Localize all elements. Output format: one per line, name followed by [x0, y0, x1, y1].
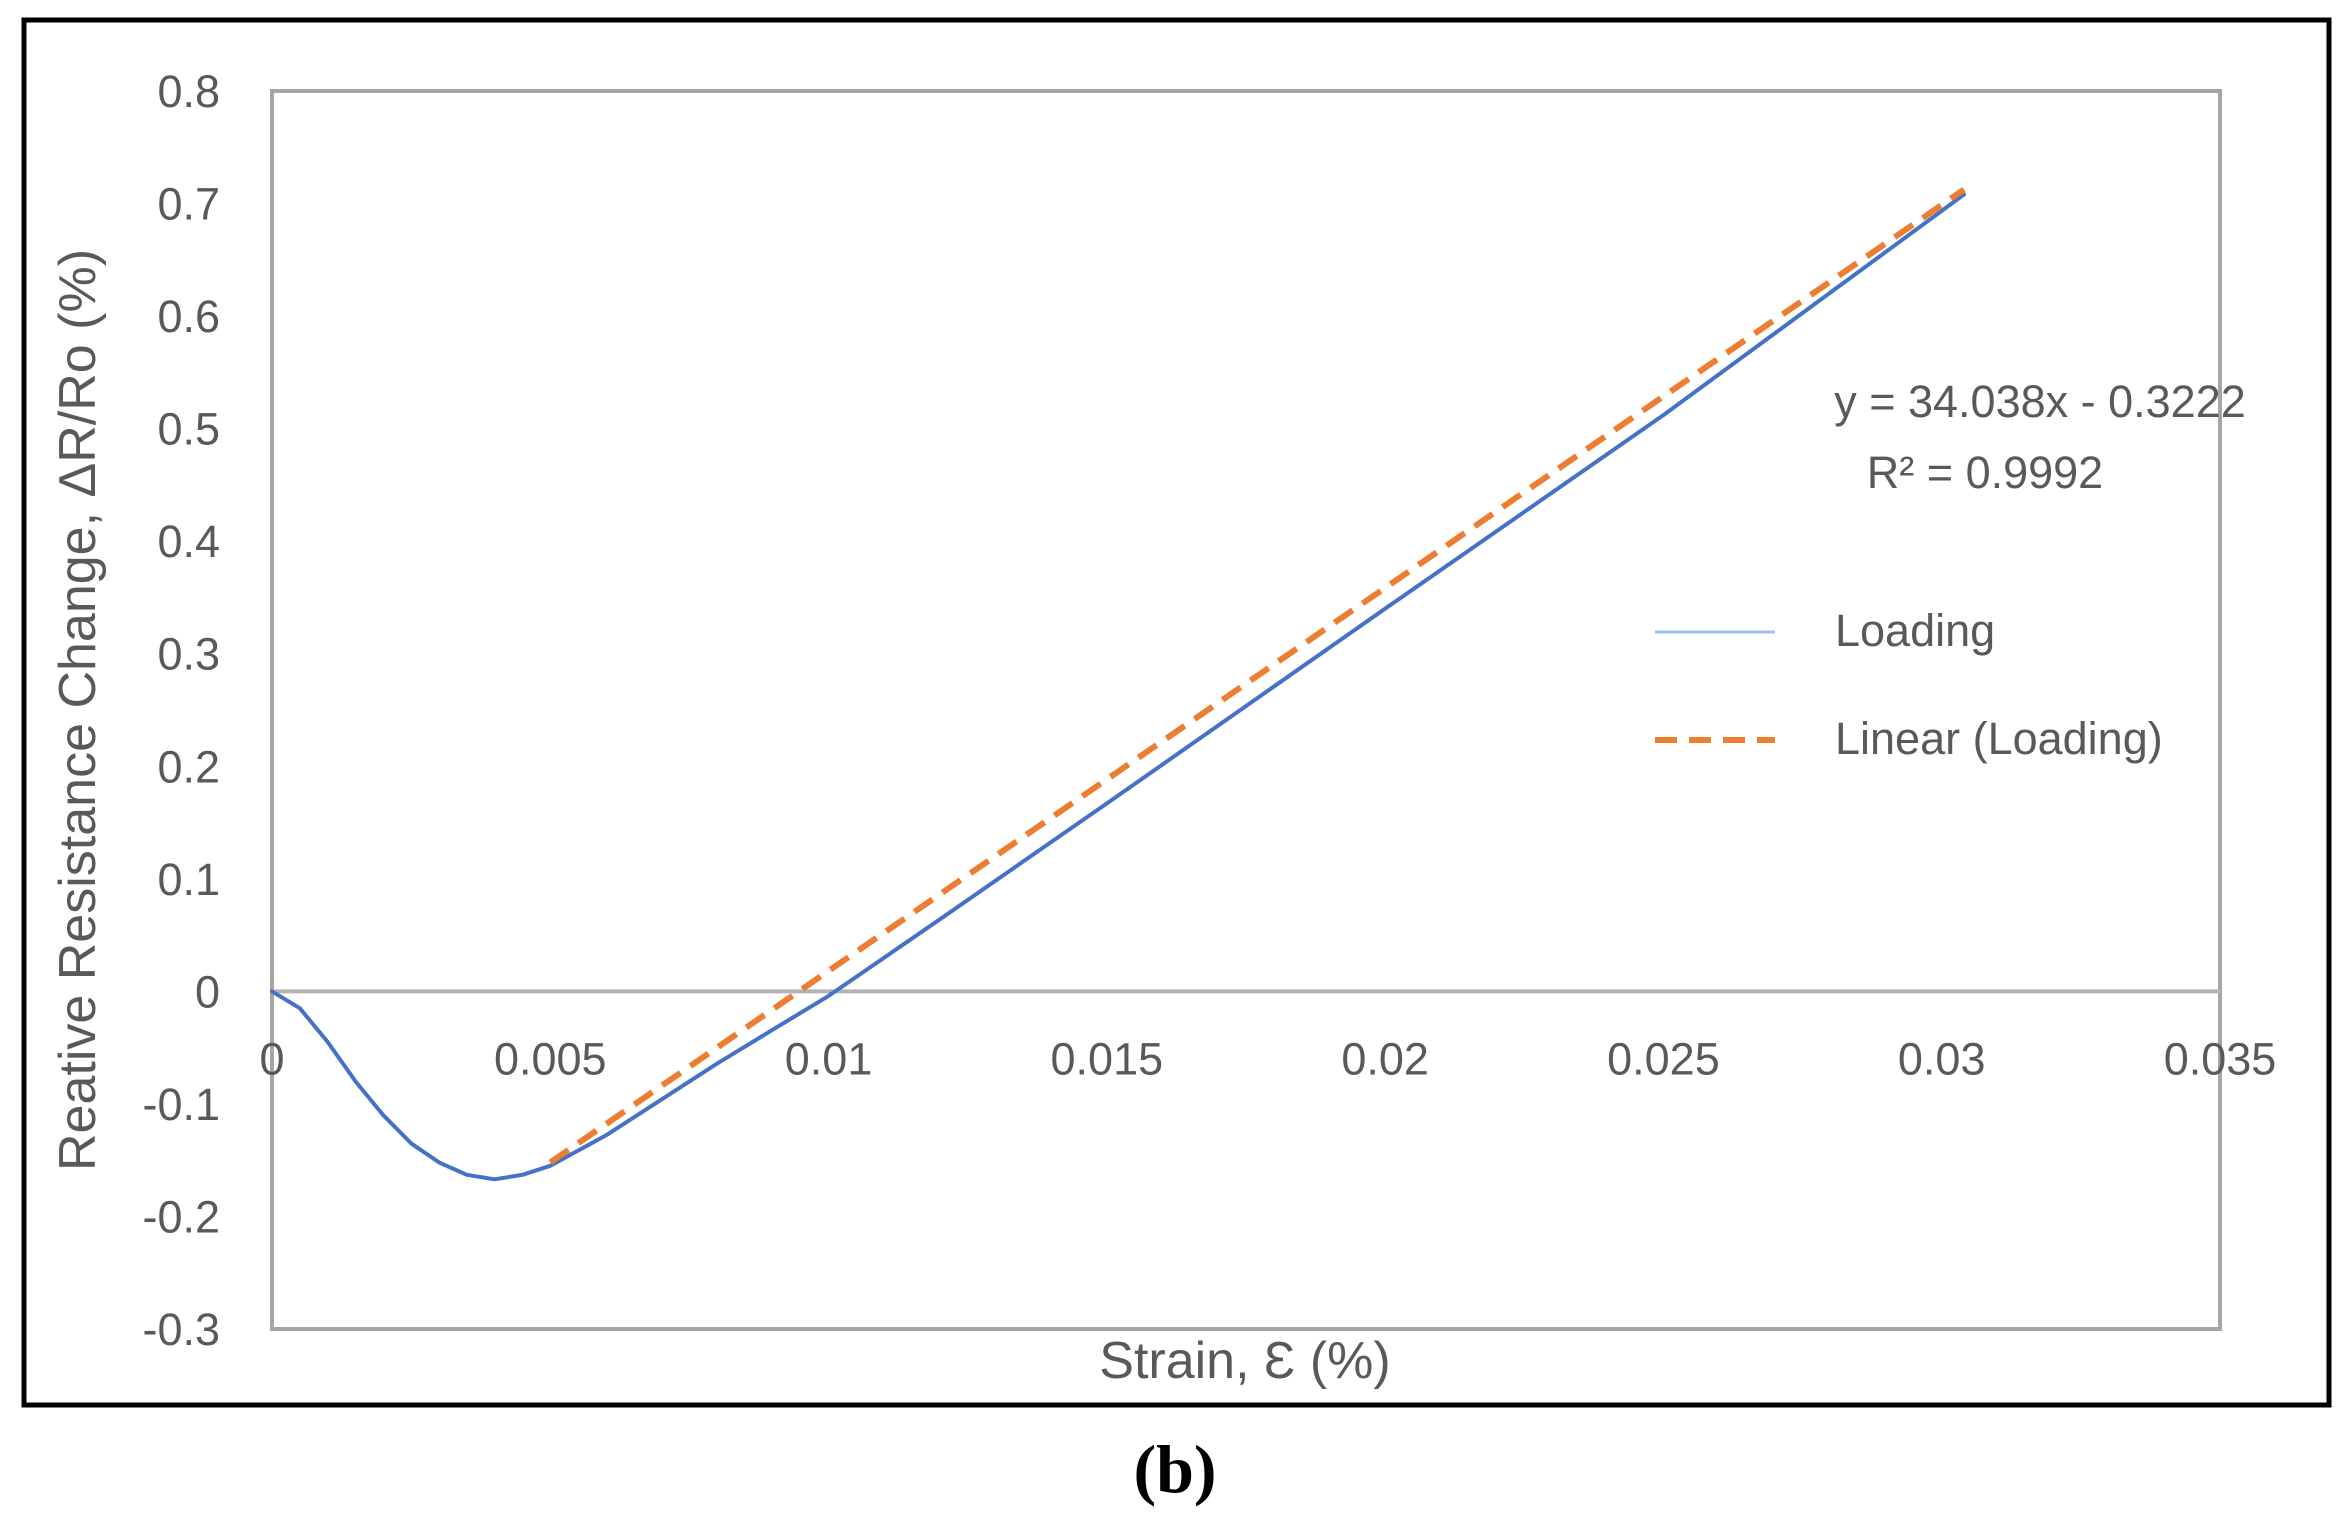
- y-tick-label: 0.5: [157, 404, 220, 455]
- y-tick-label: 0.8: [157, 66, 220, 117]
- x-tick-label: 0.01: [785, 1033, 873, 1084]
- y-tick-label: -0.3: [142, 1304, 220, 1355]
- x-tick-label: 0.02: [1341, 1033, 1429, 1084]
- series-line-linear-loading: [548, 187, 1966, 1165]
- legend: Loading Linear (Loading): [1655, 605, 2163, 764]
- y-tick-label: 0: [195, 966, 220, 1017]
- x-tick-label: 0: [259, 1033, 284, 1084]
- figure-frame: [21, 17, 2332, 1408]
- series-line-loading: [270, 192, 1966, 1182]
- x-tick-label: 0.025: [1607, 1033, 1720, 1084]
- x-axis-title: Strain, Ɛ (%): [1099, 1332, 1390, 1390]
- plot-area-border: [270, 89, 2222, 1331]
- y-tick-label: 0.3: [157, 629, 220, 680]
- y-tick-label: -0.1: [142, 1079, 220, 1130]
- x-tick-label: 0.035: [2164, 1033, 2277, 1084]
- y-tick-label: 0.6: [157, 291, 220, 342]
- y-tick-label: 0.7: [157, 179, 220, 230]
- y-tick-label: 0.4: [157, 516, 220, 567]
- trendline-r-squared: R² = 0.9992: [1867, 447, 2103, 498]
- panel-label: (b): [1133, 1431, 1216, 1507]
- trendline-equation: y = 34.038x - 0.3222: [1834, 376, 2246, 427]
- legend-label-linear: Linear (Loading): [1835, 713, 2163, 764]
- y-tick-labels: -0.3 -0.2 -0.1 0 0.1 0.2 0.3 0.4 0.5 0.6 0.7 0.8: [142, 66, 220, 1355]
- x-tick-label: 0.03: [1898, 1033, 1986, 1084]
- x-tick-label: 0.015: [1051, 1033, 1164, 1084]
- y-tick-label: -0.2: [142, 1191, 220, 1242]
- y-tick-label: 0.1: [157, 854, 220, 905]
- series-layer: [270, 187, 1966, 1182]
- y-axis-title: Reative Resistance Change, ΔR/Ro (%): [49, 249, 107, 1171]
- x-tick-label: 0.005: [494, 1033, 607, 1084]
- legend-label-loading: Loading: [1835, 605, 1995, 656]
- y-tick-label: 0.2: [157, 741, 220, 792]
- x-tick-labels: 0 0.005 0.01 0.015 0.02 0.025 0.03 0.035: [259, 1033, 2276, 1084]
